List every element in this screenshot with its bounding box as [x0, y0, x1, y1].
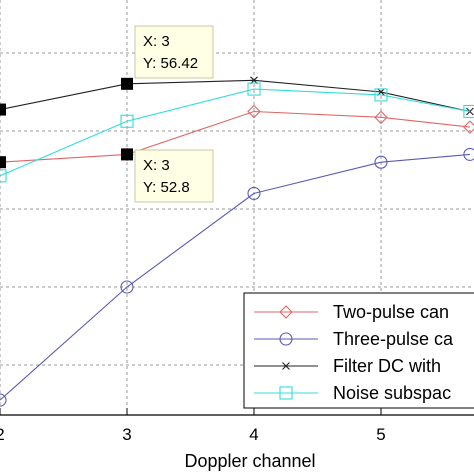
- series-line: [0, 88, 471, 177]
- grid-lines: [0, 0, 474, 415]
- legend-label: Three-pulse ca: [333, 329, 454, 349]
- circle-marker: [463, 147, 474, 161]
- datatip-point: [0, 156, 6, 169]
- datatip-box: [134, 25, 214, 79]
- diamond-marker: [279, 305, 293, 319]
- annotation-layer: X: 3 Y: 56.42 X: 3 Y: 52.8: [134, 25, 214, 203]
- x-axis-label: Doppler channel: [184, 451, 315, 471]
- square-marker: [0, 169, 7, 183]
- x-tick-label: 2: [0, 425, 5, 444]
- datatip-box: [134, 149, 214, 203]
- circle-marker: [120, 280, 134, 294]
- highlight-layer: [0, 77, 133, 169]
- circle-marker: [247, 186, 261, 200]
- datatip: X: 3 Y: 52.8: [134, 149, 214, 203]
- square-marker: [120, 114, 134, 128]
- series-line: [0, 110, 470, 163]
- diamond-marker: [247, 104, 261, 119]
- legend-entry: Filter DC with: [254, 356, 441, 376]
- datatip: X: 3 Y: 56.42: [134, 25, 214, 79]
- datatip-point: [121, 148, 133, 161]
- x-tick-label: 3: [122, 425, 131, 444]
- datatip-x-text: X: 3: [143, 157, 170, 174]
- square-marker: [374, 88, 388, 102]
- legend-label: Noise subspac: [333, 383, 451, 403]
- series-layer: [0, 76, 474, 407]
- x-tick-labels: 2 3 4 5: [0, 425, 386, 444]
- x-tick-label: 4: [249, 425, 258, 444]
- x-marker-stroke: [282, 362, 290, 370]
- circle-marker: [0, 393, 7, 407]
- series-three-pulse-ca: [0, 147, 474, 407]
- datatip-point: [0, 103, 6, 116]
- legend-label: Filter DC with: [333, 356, 441, 376]
- legend: Two-pulse can Three-pulse ca Filter DC wit…: [243, 292, 474, 409]
- legend-entry: Noise subspac: [254, 383, 451, 403]
- square-marker: [247, 82, 261, 96]
- series-noise-subspac: [0, 82, 474, 183]
- datatip-x-text: X: 3: [143, 33, 170, 50]
- legend-entry: Three-pulse ca: [254, 329, 454, 349]
- circle-marker: [374, 155, 388, 169]
- legend-label: Two-pulse can: [333, 302, 449, 322]
- legend-entry: Two-pulse can: [254, 302, 449, 322]
- x-marker: [282, 362, 290, 370]
- datatip-y-text: Y: 52.8: [143, 179, 190, 196]
- diamond-marker: [374, 110, 388, 125]
- series-line: [0, 153, 470, 401]
- square-marker: [279, 386, 293, 400]
- datatip-point: [121, 77, 133, 90]
- axes: [0, 408, 474, 416]
- datatip-y-text: Y: 56.42: [143, 55, 198, 72]
- circle-marker: [279, 332, 293, 346]
- x-tick-label: 5: [376, 425, 385, 444]
- square-marker: [463, 104, 474, 119]
